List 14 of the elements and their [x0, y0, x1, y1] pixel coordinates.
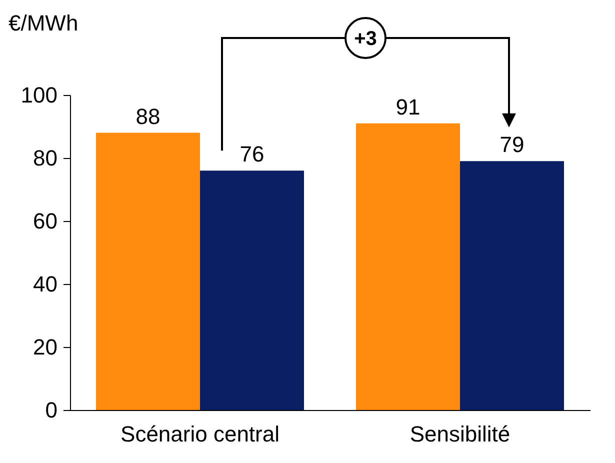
data-label: 76: [240, 142, 264, 167]
y-tick-label: 40: [33, 272, 58, 296]
text: +3: [354, 28, 377, 50]
y-tick-label: 60: [33, 208, 58, 234]
data-label: 79: [500, 132, 524, 158]
y-tick-label: 20: [33, 334, 58, 360]
data-label: 88: [136, 104, 160, 129]
x-tick-label: Scénario central: [120, 422, 280, 446]
data-label: 91: [396, 94, 420, 120]
y-tick-label: 100: [20, 82, 58, 108]
y-tick-label: 0: [45, 398, 58, 422]
x-tick-label: Sensibilité: [410, 422, 510, 446]
y-tick-label: 80: [33, 146, 58, 170]
y-axis-title: €/MWh: [8, 10, 78, 36]
